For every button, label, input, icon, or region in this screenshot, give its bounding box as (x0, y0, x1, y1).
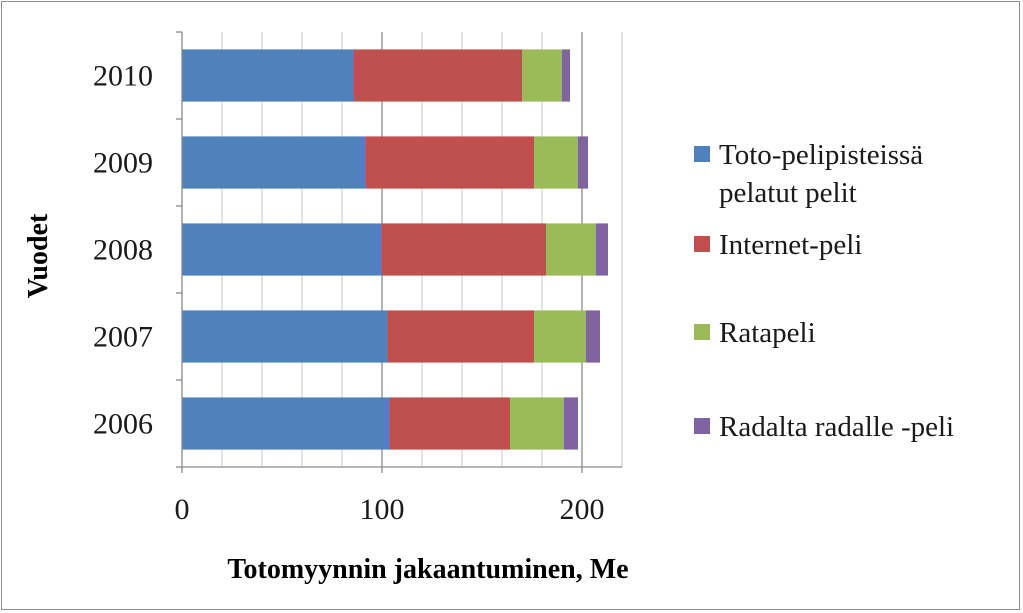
y-tick-label: 2006 (93, 408, 153, 441)
y-axis-title: Vuodet (23, 213, 54, 298)
bar-radalta-radalle-peli-2010 (562, 49, 570, 102)
legend-label: pelatut pelit (719, 177, 857, 209)
y-tick-label: 2009 (93, 147, 153, 180)
bar-internet-peli-2009 (366, 136, 534, 189)
bar-ratapeli-2007 (534, 310, 586, 363)
bar-toto-pelipisteiss-pelatut-pelit-2007 (182, 310, 388, 363)
bar-ratapeli-2006 (510, 397, 564, 450)
bar-radalta-radalle-peli-2006 (564, 397, 578, 450)
legend-swatch (694, 324, 710, 340)
legend-label: Toto-pelipisteissä (719, 139, 923, 171)
legend-label: Ratapeli (719, 317, 816, 349)
bar-toto-pelipisteiss-pelatut-pelit-2006 (182, 397, 390, 450)
y-tick-label: 2008 (93, 234, 153, 267)
bar-ratapeli-2008 (546, 223, 596, 276)
bar-internet-peli-2006 (390, 397, 510, 450)
legend-swatch (694, 146, 710, 162)
legend: Toto-pelipisteissä pelatut pelit Internet-… (694, 139, 954, 443)
bar-internet-peli-2007 (388, 310, 534, 363)
bar-toto-pelipisteiss-pelatut-pelit-2008 (182, 223, 382, 276)
x-axis-title: Totomyynnin jakaantuminen, Me (227, 554, 628, 585)
bar-ratapeli-2009 (534, 136, 578, 189)
bar-toto-pelipisteiss-pelatut-pelit-2010 (182, 49, 354, 102)
y-tick-label: 2007 (93, 321, 153, 354)
bar-internet-peli-2008 (382, 223, 546, 276)
x-tick-label: 100 (360, 493, 405, 526)
bar-toto-pelipisteiss-pelatut-pelit-2009 (182, 136, 366, 189)
x-tick-label: 0 (175, 493, 190, 526)
legend-label: Radalta radalle -peli (719, 411, 954, 443)
bar-internet-peli-2010 (354, 49, 522, 102)
bar-radalta-radalle-peli-2009 (578, 136, 588, 189)
bar-radalta-radalle-peli-2007 (586, 310, 600, 363)
legend-swatch (694, 236, 710, 252)
bar-ratapeli-2010 (522, 49, 562, 102)
x-tick-label: 200 (560, 493, 605, 526)
axes (176, 31, 622, 473)
legend-label: Internet-peli (719, 229, 862, 261)
legend-swatch (694, 418, 710, 434)
bar-radalta-radalle-peli-2008 (596, 223, 608, 276)
bars (182, 49, 608, 450)
tick-labels: 2006 2007 2008 2009 2010 0 100 200 (93, 60, 605, 527)
y-tick-label: 2010 (93, 60, 153, 93)
